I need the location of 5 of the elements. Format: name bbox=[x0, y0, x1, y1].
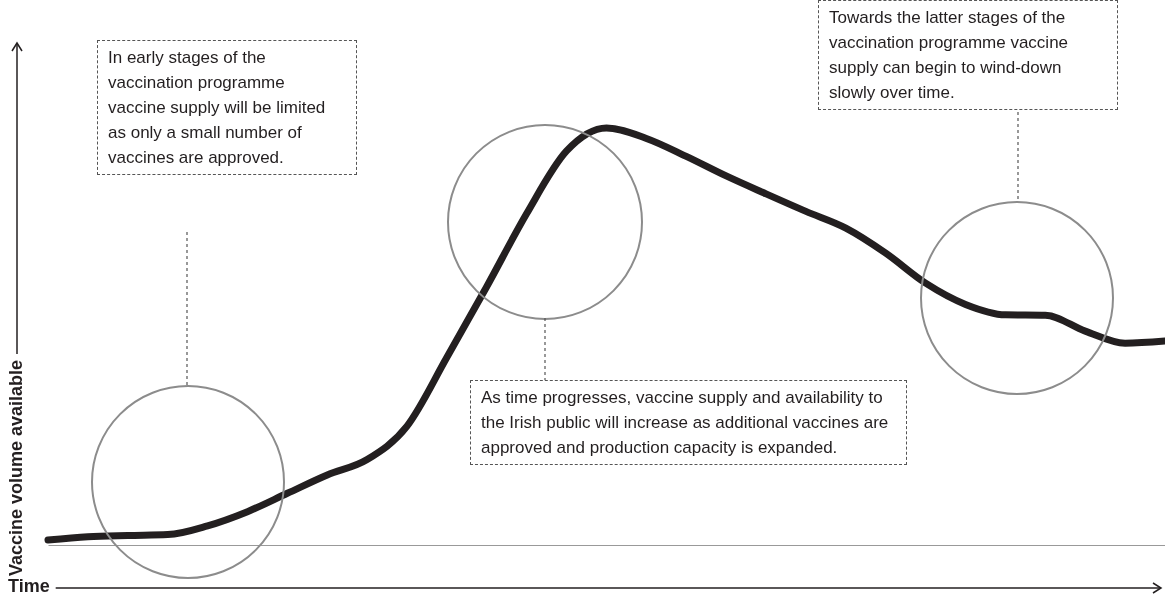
text: Towards the latter stages of the vaccination programme vaccine supply can begin to wind-down slowly over time. bbox=[818, 0, 1118, 110]
y-axis-title: Vaccine volume available bbox=[6, 359, 27, 576]
x-axis-title: Time bbox=[8, 576, 50, 597]
annotation: In early stages of the vaccination programme vaccine supply will be limited as only a small number of vaccines are approved. bbox=[97, 40, 357, 175]
annotation: As time progresses, vaccine supply and availability to the Irish public will increase as additional vaccines are approved and production capacity is expanded. bbox=[470, 380, 907, 465]
